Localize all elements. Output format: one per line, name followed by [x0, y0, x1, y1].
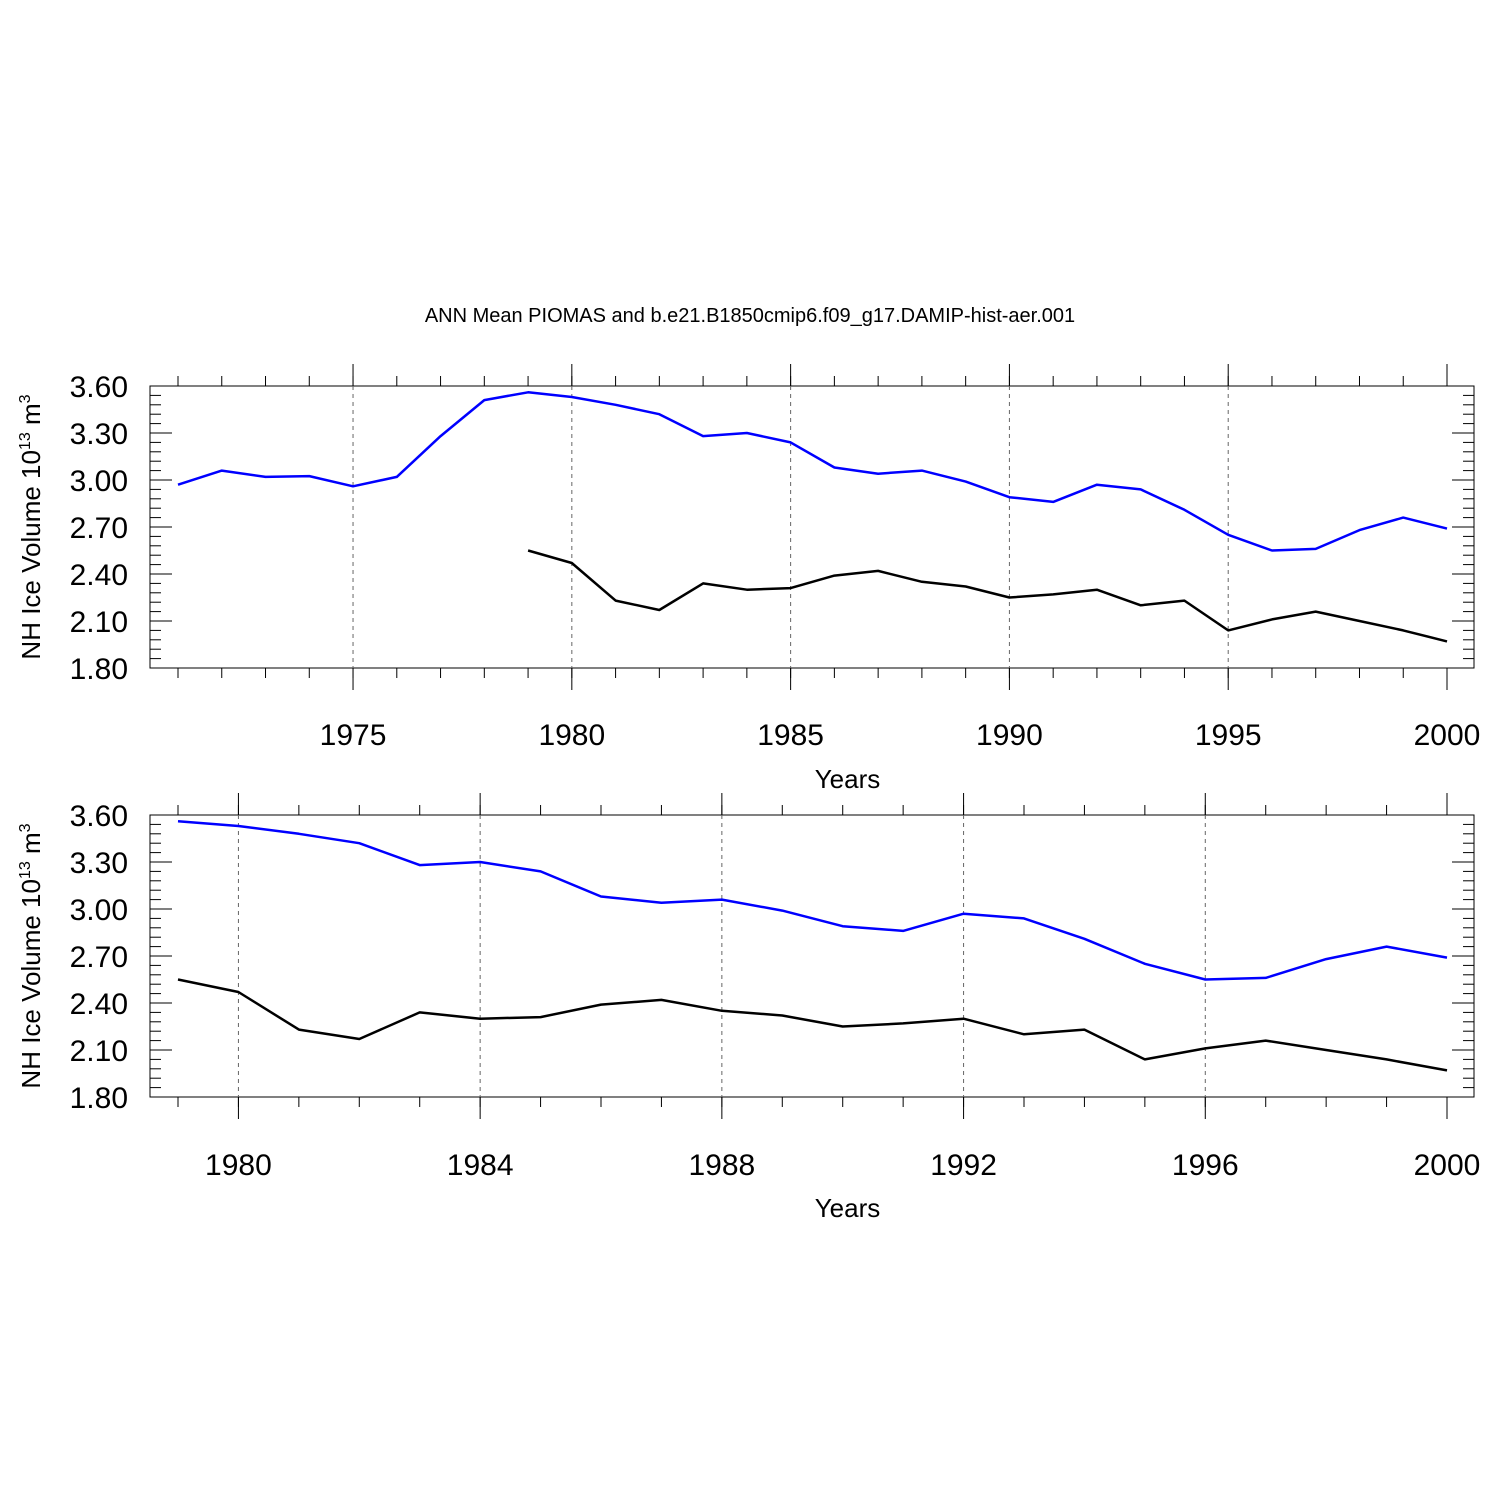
figure-title: ANN Mean PIOMAS and b.e21.B1850cmip6.f09…	[425, 305, 1075, 327]
series-line-0	[177, 391, 1448, 552]
plot-frame	[149, 814, 1475, 1098]
bottom-panel: 1980 1984 1988 1992 1996 2000 1.80 2.10 2.40 2.70…	[16, 793, 1480, 1223]
x-tick-label: 1990	[976, 719, 1043, 752]
x-tick-label: 1988	[688, 1149, 755, 1182]
y-tick-label: 3.60	[70, 800, 128, 833]
x-tick-label: 1980	[538, 719, 605, 752]
x-tick-label: 2000	[1414, 719, 1481, 752]
series-line-1	[527, 549, 1448, 643]
y-axis-label: NH Ice Volume 1013 m3	[16, 394, 46, 659]
y-tick-label: 2.70	[70, 941, 128, 974]
x-axis-label: Years	[815, 764, 881, 794]
y-tick-label: 3.00	[70, 894, 128, 927]
x-tick-label: 1992	[930, 1149, 997, 1182]
y-tick-label: 2.10	[70, 606, 128, 639]
x-axis-label: Years	[815, 1193, 881, 1223]
y-tick-label: 3.30	[70, 418, 128, 451]
x-tick-label: 1975	[320, 719, 387, 752]
y-tick-label: 2.40	[70, 559, 128, 592]
y-tick-label: 3.00	[70, 465, 128, 498]
y-tick-label: 3.60	[70, 371, 128, 404]
y-tick-label: 3.30	[70, 847, 128, 880]
x-tick-label: 1996	[1172, 1149, 1239, 1182]
x-tick-label: 1985	[757, 719, 824, 752]
y-tick-label: 2.40	[70, 988, 128, 1021]
y-tick-label: 2.70	[70, 512, 128, 545]
x-tick-label: 1980	[205, 1149, 272, 1182]
series-line-0	[177, 820, 1448, 981]
x-tick-label: 1984	[447, 1149, 514, 1182]
y-axis-label: NH Ice Volume 1013 m3	[16, 823, 46, 1088]
y-tick-label: 1.80	[70, 653, 128, 686]
y-tick-label: 1.80	[70, 1082, 128, 1115]
plot-frame	[149, 385, 1475, 669]
series-line-1	[177, 978, 1448, 1072]
x-tick-label: 1995	[1195, 719, 1262, 752]
x-tick-label: 2000	[1414, 1149, 1481, 1182]
y-tick-label: 2.10	[70, 1035, 128, 1068]
top-panel: 1975 1980 1985 1990 1995 2000 1.80 2.10 2.40 2.70…	[16, 364, 1480, 794]
